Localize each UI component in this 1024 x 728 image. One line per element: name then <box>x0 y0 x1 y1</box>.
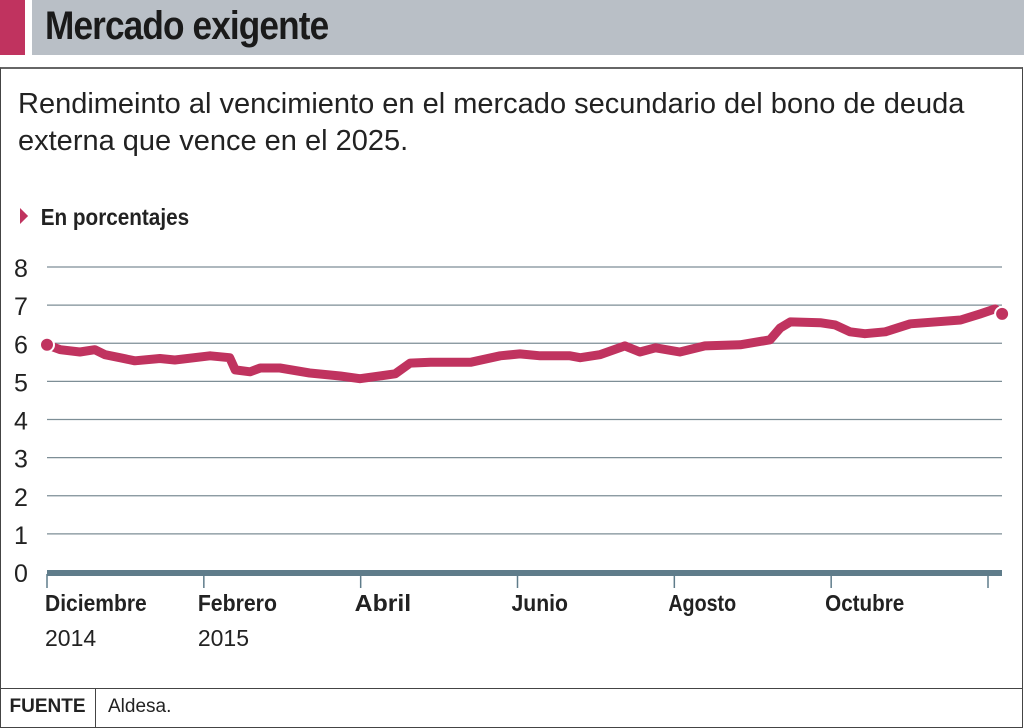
triangle-bullet-icon <box>20 208 29 224</box>
x-tick-label: Octubre <box>825 590 904 616</box>
x-tick-label: Diciembre <box>45 590 147 616</box>
x-tick-year: 2014 <box>45 625 96 651</box>
x-tick-label: Febrero <box>198 590 277 616</box>
x-tick-label: Junio <box>512 590 569 616</box>
unit-label: En porcentajes <box>20 204 189 231</box>
y-tick-label: 2 <box>14 484 28 512</box>
chart-subtitle: Rendimeinto al vencimiento en el mercado… <box>18 88 965 157</box>
title-bar <box>32 0 1024 55</box>
x-tick-label: Agosto <box>668 590 736 616</box>
x-tick-year: 2015 <box>198 625 249 651</box>
y-tick-label: 8 <box>14 255 28 283</box>
source-label: FUENTE <box>0 689 96 727</box>
y-tick-label: 6 <box>14 331 28 359</box>
y-tick-label: 1 <box>14 522 28 550</box>
title-accent <box>0 0 25 55</box>
y-tick-label: 4 <box>14 408 28 436</box>
end-point-marker <box>994 305 1011 322</box>
source-footer: FUENTE Aldesa. <box>0 688 1022 727</box>
x-axis <box>47 570 1002 576</box>
series-line <box>42 304 1007 384</box>
y-tick-label: 3 <box>14 446 28 474</box>
y-tick-label: 0 <box>14 560 28 588</box>
chart-title: Mercado exigente <box>45 4 329 48</box>
source-value: Aldesa. <box>108 696 172 717</box>
unit-label-text: En porcentajes <box>40 204 190 230</box>
x-tick-label: Abril <box>355 590 412 616</box>
y-tick-label: 7 <box>14 293 28 321</box>
y-tick-label: 5 <box>14 369 28 397</box>
start-point-marker <box>39 336 55 353</box>
